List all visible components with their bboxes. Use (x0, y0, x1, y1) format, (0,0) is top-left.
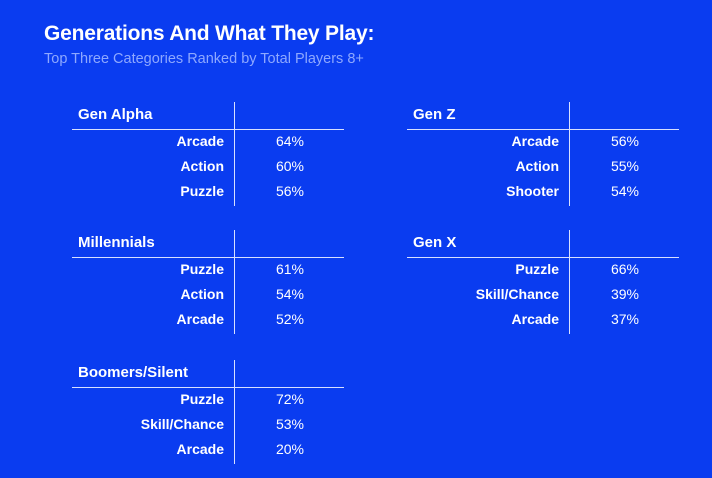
category-label: Arcade (511, 311, 559, 327)
header-rule (407, 129, 679, 130)
category-label: Arcade (176, 441, 224, 457)
category-label: Puzzle (180, 183, 224, 199)
chart-subtitle: Top Three Categories Ranked by Total Pla… (44, 51, 364, 67)
header-rule (72, 129, 344, 130)
chart-title: Generations And What They Play: (44, 22, 375, 45)
percent-value: 53% (275, 416, 305, 432)
table-rows: Puzzle 66% Skill/Chance 39% Arcade 37% (407, 258, 679, 333)
table-gen-alpha: Gen Alpha Arcade 64% Action 60% Puzzle 56% (72, 102, 344, 206)
table-row: Action 55% (407, 155, 679, 180)
table-row: Puzzle 61% (72, 258, 344, 283)
table-row: Skill/Chance 39% (407, 283, 679, 308)
table-row: Arcade 20% (72, 438, 344, 463)
table-row: Puzzle 56% (72, 180, 344, 205)
generation-name: Gen Z (413, 106, 456, 123)
category-label: Shooter (506, 183, 559, 199)
table-row: Shooter 54% (407, 180, 679, 205)
column-divider (234, 102, 235, 206)
column-divider (234, 230, 235, 334)
generation-name: Millennials (78, 234, 155, 251)
category-label: Skill/Chance (475, 286, 559, 302)
percent-value: 37% (610, 311, 640, 327)
table-millennials: Millennials Puzzle 61% Action 54% Arcade 52% (72, 230, 344, 334)
category-label: Puzzle (180, 391, 224, 407)
percent-value: 61% (275, 261, 305, 277)
percent-value: 56% (610, 133, 640, 149)
percent-value: 54% (275, 286, 305, 302)
percent-value: 66% (610, 261, 640, 277)
percent-value: 60% (275, 158, 305, 174)
category-label: Action (515, 158, 559, 174)
generation-name: Gen X (413, 234, 457, 251)
column-divider (234, 360, 235, 464)
table-rows: Puzzle 72% Skill/Chance 53% Arcade 20% (72, 388, 344, 463)
column-divider (569, 230, 570, 334)
table-rows: Arcade 64% Action 60% Puzzle 56% (72, 130, 344, 205)
category-label: Arcade (176, 311, 224, 327)
table-rows: Arcade 56% Action 55% Shooter 54% (407, 130, 679, 205)
column-divider (569, 102, 570, 206)
header-rule (72, 387, 344, 388)
percent-value: 64% (275, 133, 305, 149)
header-rule (72, 257, 344, 258)
category-label: Puzzle (180, 261, 224, 277)
table-row: Action 54% (72, 283, 344, 308)
table-row: Arcade 37% (407, 308, 679, 333)
table-row: Arcade 56% (407, 130, 679, 155)
category-label: Action (180, 158, 224, 174)
table-row: Puzzle 66% (407, 258, 679, 283)
table-row: Arcade 64% (72, 130, 344, 155)
header-rule (407, 257, 679, 258)
generation-name: Gen Alpha (78, 106, 153, 123)
category-label: Arcade (176, 133, 224, 149)
percent-value: 52% (275, 311, 305, 327)
percent-value: 39% (610, 286, 640, 302)
table-row: Action 60% (72, 155, 344, 180)
percent-value: 54% (610, 183, 640, 199)
percent-value: 55% (610, 158, 640, 174)
table-boomers-silent: Boomers/Silent Puzzle 72% Skill/Chance 53% Ar… (72, 360, 344, 464)
table-gen-x: Gen X Puzzle 66% Skill/Chance 39% Arcade 37% (407, 230, 679, 334)
category-label: Arcade (511, 133, 559, 149)
percent-value: 20% (275, 441, 305, 457)
category-label: Skill/Chance (140, 416, 224, 432)
generation-name: Boomers/Silent (78, 364, 189, 381)
percent-value: 72% (275, 391, 305, 407)
table-rows: Puzzle 61% Action 54% Arcade 52% (72, 258, 344, 333)
category-label: Action (180, 286, 224, 302)
table-row: Puzzle 72% (72, 388, 344, 413)
table-row: Arcade 52% (72, 308, 344, 333)
table-gen-z: Gen Z Arcade 56% Action 55% Shooter 54% (407, 102, 679, 206)
table-row: Skill/Chance 53% (72, 413, 344, 438)
percent-value: 56% (275, 183, 305, 199)
category-label: Puzzle (515, 261, 559, 277)
